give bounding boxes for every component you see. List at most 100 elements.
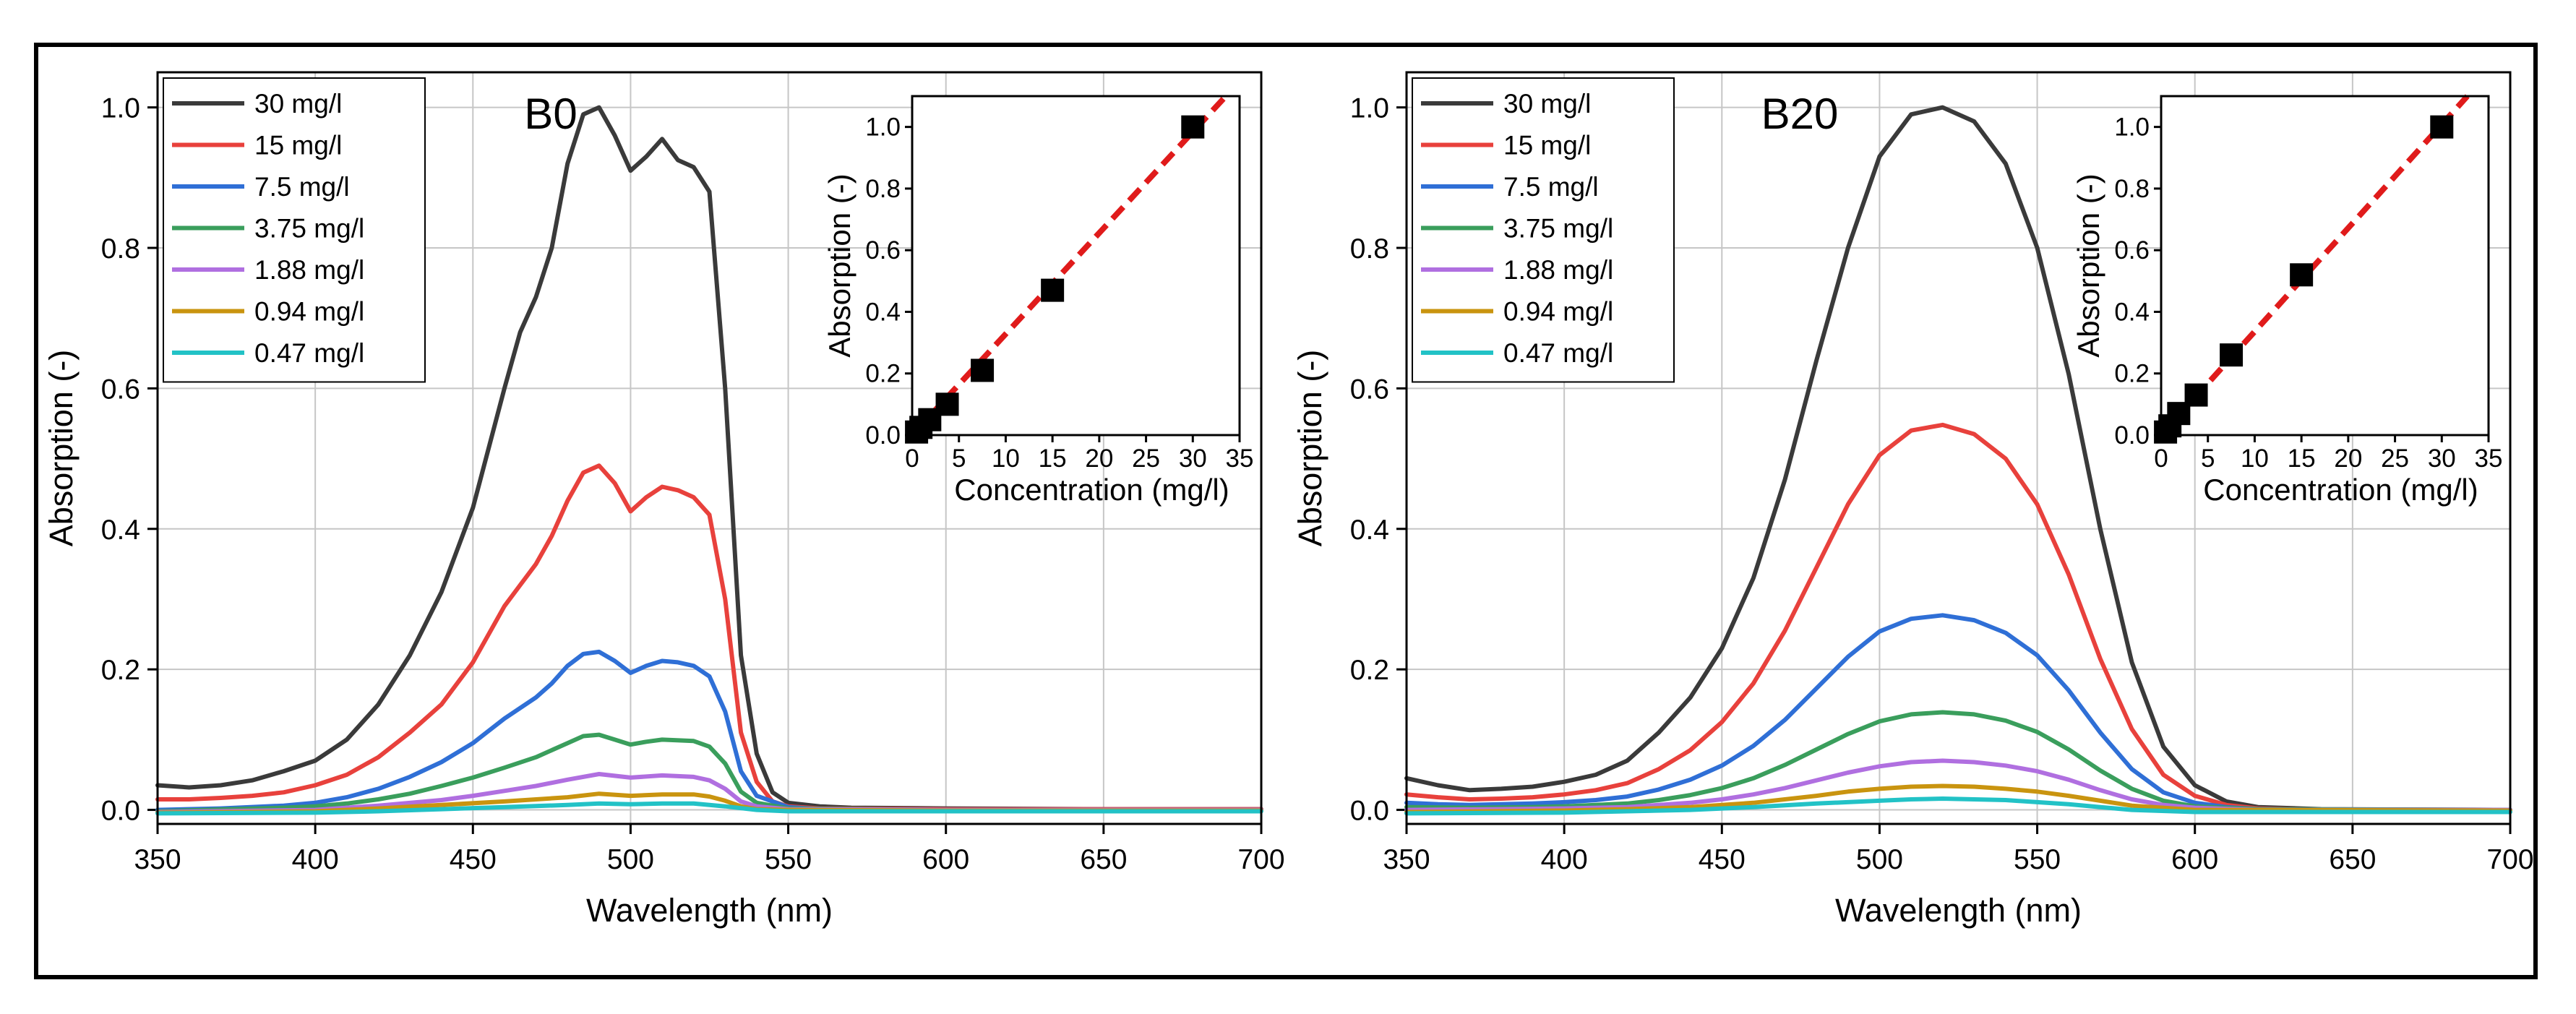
inset-data-point	[971, 358, 995, 382]
inset-y-axis-label: Absorption (-)	[2071, 173, 2105, 357]
inset-x-tick-label: 15	[1039, 444, 1067, 473]
inset-x-tick-label: 5	[952, 444, 966, 473]
inset-y-tick-label: 1.0	[2114, 113, 2150, 142]
x-tick-label: 400	[1541, 844, 1588, 875]
inset-data-point	[2290, 263, 2314, 287]
inset-y-tick-label: 0.0	[2114, 421, 2150, 450]
inset-data-point	[2430, 115, 2454, 139]
inset-y-axis-label: Absorption (-)	[823, 173, 856, 357]
x-tick-label: 700	[1237, 844, 1284, 875]
legend-label: 1.88 mg/l	[1503, 255, 1613, 285]
x-tick-label: 450	[1699, 844, 1746, 875]
inset-frame	[2160, 95, 2490, 437]
series-line-15-mg-l	[1404, 422, 2512, 812]
inset-y-tick-label: 0.6	[865, 236, 901, 265]
y-tick-label: 0.0	[1350, 796, 1389, 827]
inset-y-tick-label: 0.4	[865, 298, 901, 326]
inset-y-tick-label: 0.4	[2114, 298, 2150, 326]
inset-frame	[911, 95, 1241, 437]
inset-x-tick-label: 25	[1132, 444, 1160, 473]
x-tick-label: 350	[1383, 844, 1430, 875]
inset-data-point	[1181, 115, 1205, 139]
legend-label: 3.75 mg/l	[254, 214, 364, 244]
inset-background	[912, 96, 1240, 435]
plot-frame	[1405, 71, 2512, 825]
series-line-3-75-mg-l	[1404, 710, 2512, 812]
y-tick-label: 0.2	[101, 655, 140, 686]
inset-fit-line	[910, 94, 1228, 437]
inset-fit-line	[2159, 94, 2470, 437]
inset-y-tick-label: 0.6	[2114, 236, 2150, 265]
y-tick-label: 0.4	[1350, 515, 1389, 546]
inset-x-axis-label: Concentration (mg/l)	[954, 473, 1229, 507]
panel-title: B20	[1761, 90, 1839, 138]
y-tick-label: 1.0	[101, 93, 140, 124]
inset-y-tick-label: 0.2	[865, 360, 901, 388]
inset-y-tick-label: 0.8	[865, 175, 901, 203]
legend-label: 0.94 mg/l	[1503, 297, 1613, 327]
legend-label: 7.5 mg/l	[254, 172, 350, 202]
y-tick-label: 1.0	[1350, 93, 1389, 124]
plot-frame	[156, 71, 1263, 825]
x-tick-label: 550	[2014, 844, 2061, 875]
inset-x-tick-label: 10	[992, 444, 1020, 473]
series-line-0-47-mg-l	[155, 801, 1263, 816]
inset-x-tick-label: 30	[1179, 444, 1207, 473]
legend-label: 0.94 mg/l	[254, 297, 364, 327]
panel-b20: 350 400 450 500 550 600 650 7000.00.20.40.60.81…	[1292, 71, 2534, 929]
inset-x-tick-label: 0	[905, 444, 919, 473]
x-tick-label: 650	[1080, 844, 1127, 875]
x-axis-label: Wavelength (nm)	[586, 892, 833, 929]
legend-label: 7.5 mg/l	[1503, 172, 1599, 202]
inset-x-axis-label: Concentration (mg/l)	[2203, 473, 2478, 507]
y-tick-label: 0.6	[1350, 374, 1389, 405]
inset-x-tick-label: 20	[2334, 444, 2362, 473]
inset-x-tick-label: 15	[2288, 444, 2316, 473]
x-tick-label: 500	[1856, 844, 1903, 875]
inset-x-tick-label: 20	[1085, 444, 1113, 473]
x-tick-label: 500	[607, 844, 654, 875]
legend-label: 3.75 mg/l	[1503, 214, 1613, 244]
inset-data-point	[935, 392, 959, 416]
inset-background	[2161, 96, 2489, 435]
inset-y-tick-label: 0.0	[865, 421, 901, 450]
legend-label: 1.88 mg/l	[254, 255, 364, 285]
inset-y-tick-label: 0.8	[2114, 175, 2150, 203]
x-tick-label: 600	[922, 844, 969, 875]
inset-data-point	[1041, 278, 1065, 302]
x-tick-label: 550	[765, 844, 812, 875]
legend-label: 30 mg/l	[254, 89, 342, 119]
series-line-7-5-mg-l	[155, 649, 1263, 812]
inset-y-tick-label: 1.0	[865, 113, 901, 142]
inset-data-point	[2220, 343, 2244, 367]
series-line-30-mg-l	[1404, 105, 2512, 812]
inset-x-tick-label: 10	[2241, 444, 2269, 473]
x-tick-label: 600	[2171, 844, 2218, 875]
inset-x-tick-label: 5	[2201, 444, 2215, 473]
y-tick-label: 0.8	[101, 233, 140, 265]
legend-label: 0.47 mg/l	[1503, 338, 1613, 368]
panel-title: B0	[524, 90, 577, 138]
y-tick-label: 0.8	[1350, 233, 1389, 265]
series-line-0-47-mg-l	[1404, 796, 2512, 816]
x-tick-label: 400	[292, 844, 339, 875]
x-tick-label: 450	[450, 844, 497, 875]
inset-x-tick-label: 30	[2428, 444, 2456, 473]
inset-x-tick-label: 35	[2475, 444, 2503, 473]
series-line-1-88-mg-l	[1404, 758, 2512, 812]
legend-label: 30 mg/l	[1503, 89, 1591, 119]
inset-data-point	[2184, 383, 2208, 407]
legend-label: 15 mg/l	[1503, 131, 1591, 160]
inset-x-tick-label: 25	[2381, 444, 2409, 473]
x-tick-label: 650	[2329, 844, 2376, 875]
y-tick-label: 0.2	[1350, 655, 1389, 686]
inset-x-tick-label: 35	[1226, 444, 1254, 473]
series-line-7-5-mg-l	[1404, 613, 2512, 812]
figure-frame	[34, 43, 2538, 979]
legend-label: 15 mg/l	[254, 131, 342, 160]
y-axis-label: Absorption (-)	[1292, 350, 1328, 547]
inset-x-tick-label: 0	[2154, 444, 2168, 473]
x-axis-label: Wavelength (nm)	[1835, 892, 2082, 929]
